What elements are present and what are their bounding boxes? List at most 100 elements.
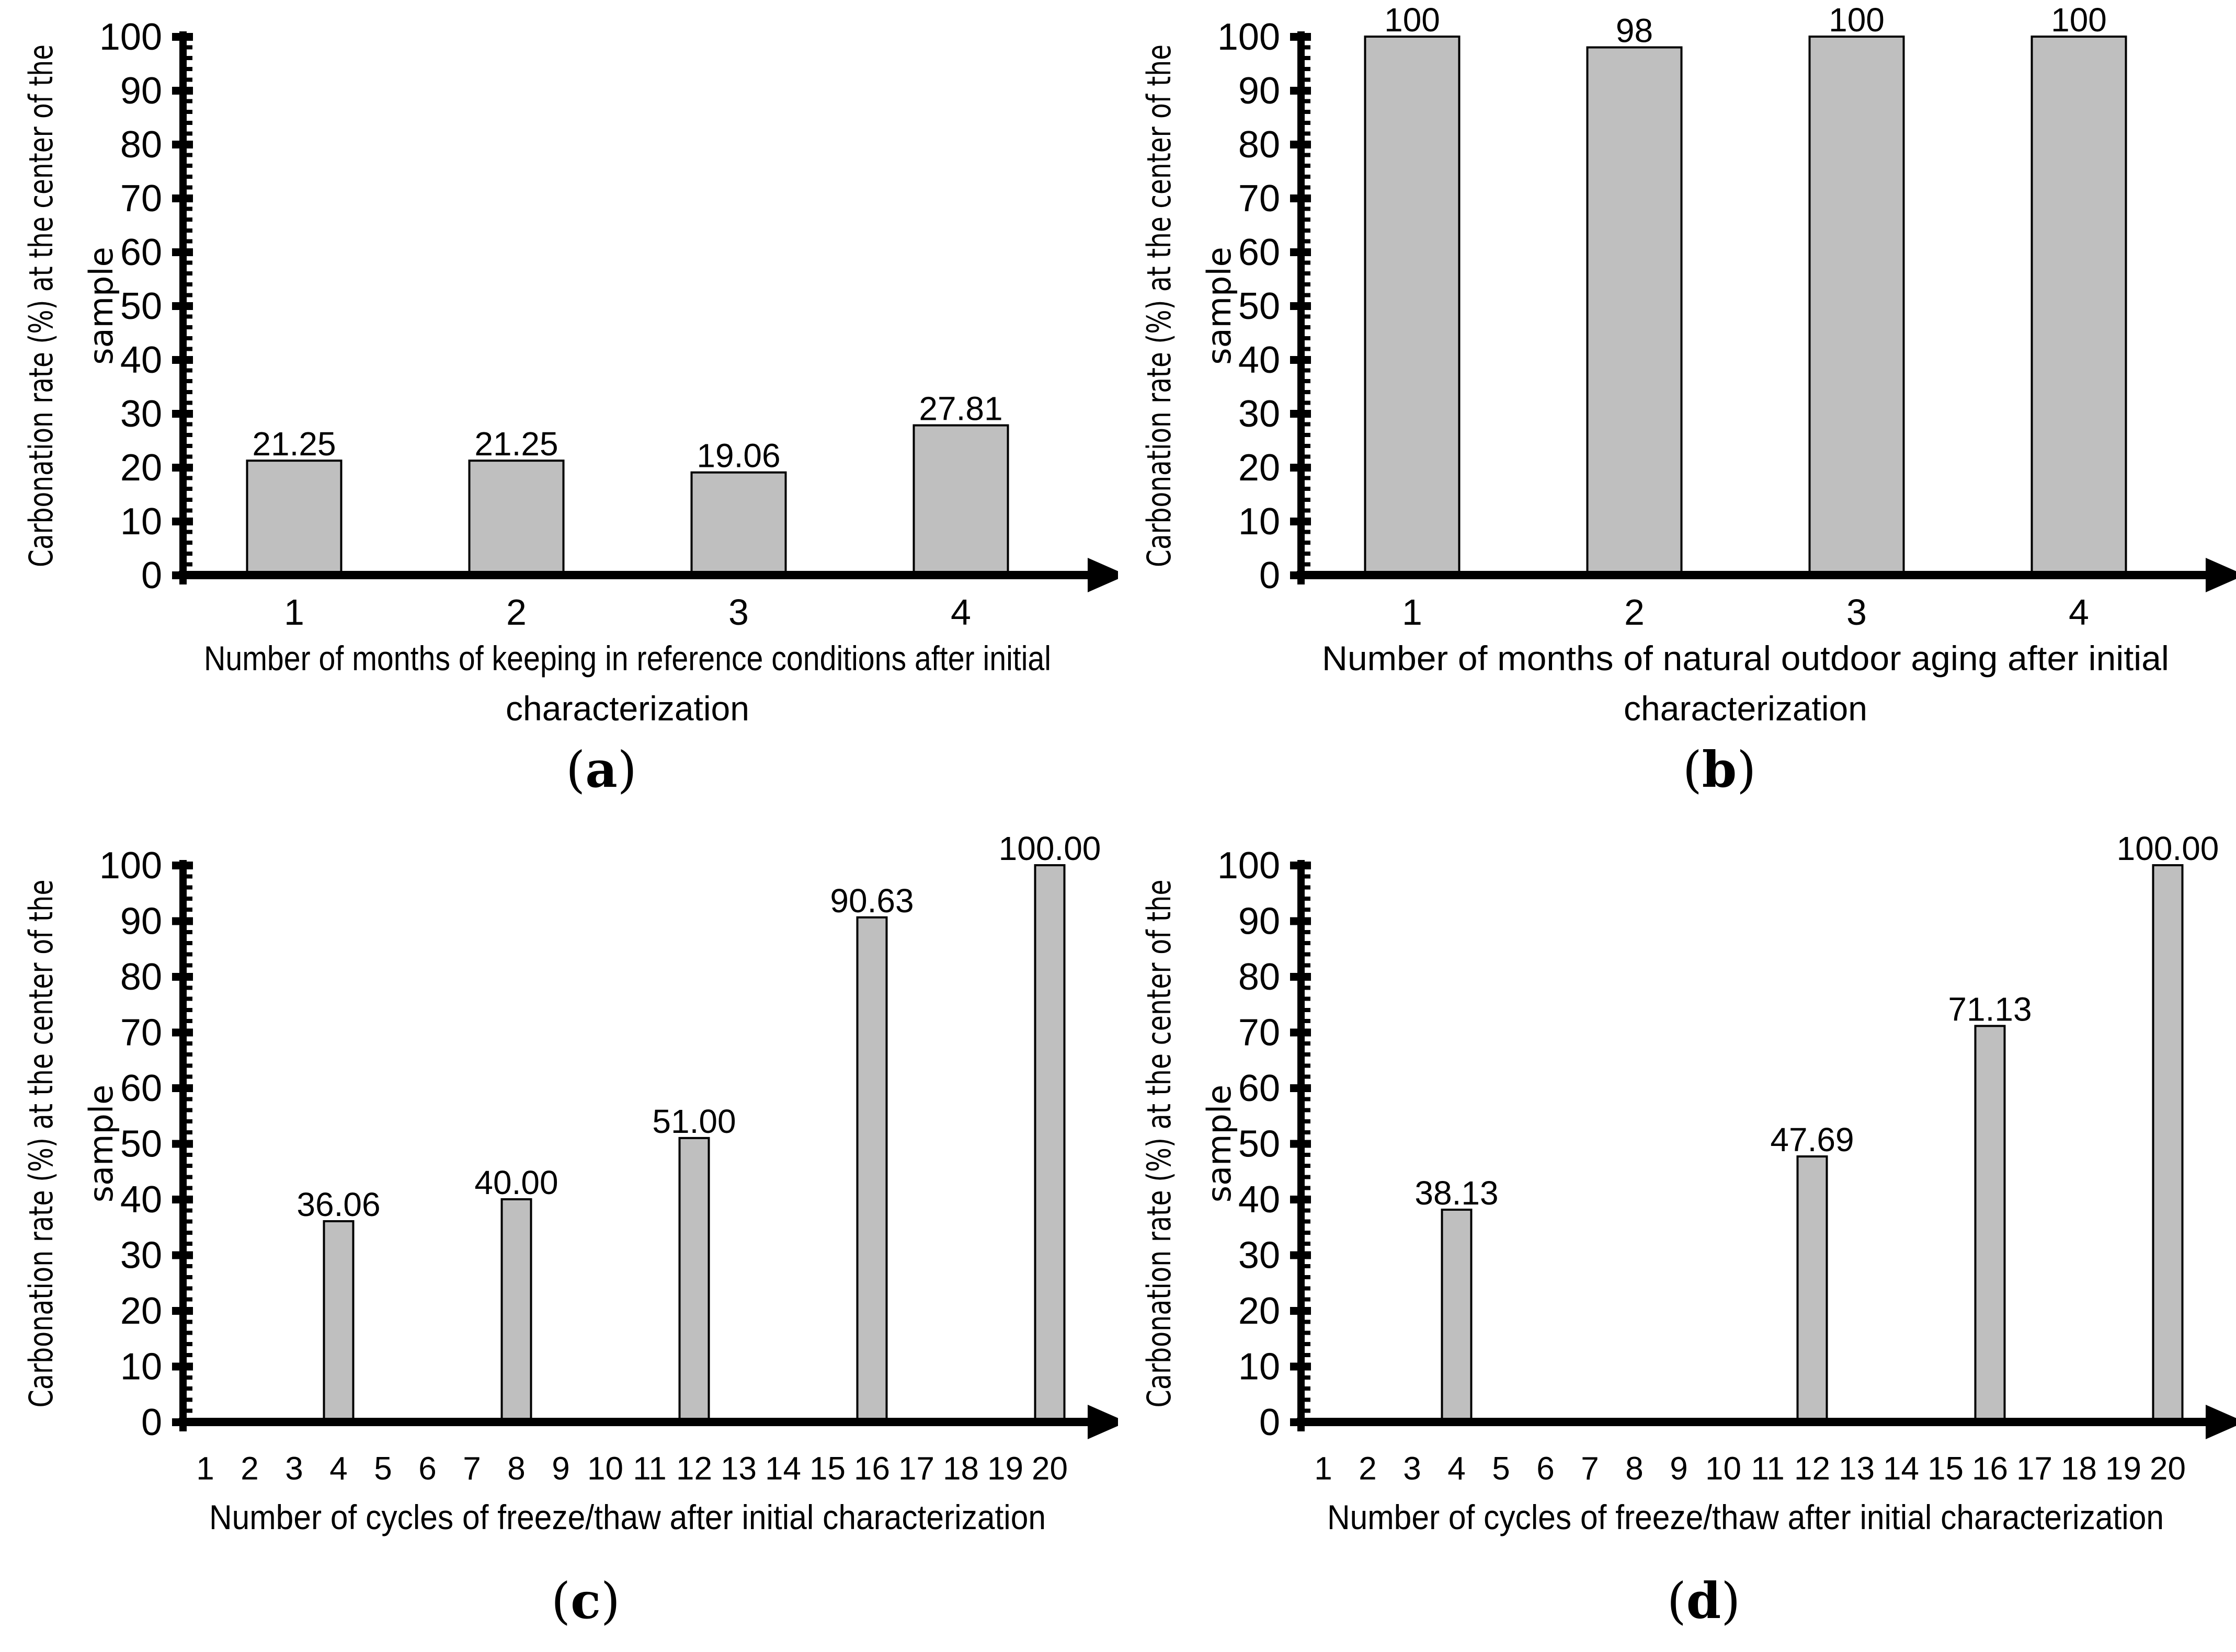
x-tick-label: 3 [1403, 1451, 1421, 1487]
x-tick-label: 18 [943, 1451, 979, 1487]
chart-caption: (d) [1667, 1572, 1741, 1630]
bar [468, 460, 565, 576]
caption-letter: c [571, 1572, 601, 1630]
y-minor-tick [1297, 293, 1310, 297]
y-major-tick [1290, 862, 1311, 869]
bar [678, 1137, 710, 1423]
caption-open: ( [1683, 741, 1702, 799]
y-tick-label: 100 [1217, 845, 1280, 887]
y-minor-tick [1297, 1063, 1310, 1068]
y-minor-tick [179, 368, 192, 373]
y-minor-tick [179, 217, 192, 222]
y-minor-tick [179, 1119, 192, 1123]
y-minor-tick [179, 336, 192, 340]
y-minor-tick [1297, 389, 1310, 394]
y-major-tick [1290, 1196, 1311, 1203]
caption-close: ) [1737, 741, 1756, 799]
y-minor-tick [1297, 174, 1310, 179]
y-minor-tick [1297, 1353, 1310, 1358]
bar-value-label: 27.81 [919, 390, 1002, 428]
y-tick-label: 20 [120, 447, 162, 489]
x-tick-label: 5 [1492, 1451, 1510, 1487]
y-minor-tick [1297, 1397, 1310, 1402]
y-minor-tick [179, 551, 192, 556]
x-tick-label: 18 [2061, 1451, 2097, 1487]
y-minor-tick [1297, 1041, 1310, 1046]
x-tick-label: 14 [1883, 1451, 1919, 1487]
y-minor-tick [179, 1242, 192, 1246]
x-axis-line [1297, 571, 2211, 579]
x-tick-label: 6 [418, 1451, 436, 1487]
y-minor-tick [179, 1019, 192, 1024]
y-minor-tick [1297, 1297, 1310, 1302]
y-minor-tick [1297, 1007, 1310, 1012]
y-tick-label: 90 [1238, 70, 1280, 112]
y-tick-label: 40 [120, 339, 162, 381]
y-tick-label: 80 [1238, 124, 1280, 166]
bar [1441, 1208, 1473, 1424]
x-tick-label: 4 [951, 592, 971, 633]
bar [323, 1220, 355, 1423]
y-minor-tick [1297, 530, 1310, 534]
y-tick-label: 80 [120, 956, 162, 998]
y-major-tick [172, 1362, 193, 1371]
y-minor-tick [179, 497, 192, 502]
bar [1974, 1025, 2006, 1423]
y-minor-tick [1297, 271, 1310, 276]
y-major-tick [1290, 302, 1311, 310]
y-minor-tick [1297, 45, 1310, 50]
y-major-tick [1290, 917, 1311, 925]
y-minor-tick [1297, 433, 1310, 438]
y-minor-tick [179, 476, 192, 480]
y-minor-tick [1297, 885, 1310, 890]
y-minor-tick [1297, 282, 1310, 286]
x-axis-arrow-icon [2206, 558, 2236, 592]
y-minor-tick [179, 400, 192, 405]
y-axis-title-line: sample [82, 1085, 120, 1202]
y-major-tick [1290, 1028, 1311, 1037]
y-minor-tick [179, 206, 192, 211]
y-minor-tick [179, 174, 192, 179]
y-tick-label: 60 [120, 232, 162, 273]
x-tick-label: 4 [1447, 1451, 1465, 1487]
y-tick-label: 100 [99, 16, 162, 58]
y-minor-tick [179, 347, 192, 351]
y-minor-tick [179, 1208, 192, 1213]
y-minor-tick [179, 110, 192, 114]
y-tick-label: 70 [1238, 1012, 1280, 1054]
y-major-tick [172, 1084, 193, 1092]
y-minor-tick [1297, 952, 1310, 957]
y-tick-label: 50 [120, 285, 162, 327]
x-axis-title-line: Number of months of keeping in reference… [204, 639, 1051, 678]
y-tick-label: 90 [120, 70, 162, 112]
y-minor-tick [1297, 1386, 1310, 1391]
y-minor-tick [1297, 896, 1310, 901]
y-major-tick [1290, 33, 1311, 41]
x-tick-label: 17 [2016, 1451, 2052, 1487]
y-minor-tick [179, 185, 192, 190]
y-minor-tick [179, 562, 192, 567]
bar-value-label: 100 [1829, 1, 1885, 39]
y-tick-label: 90 [120, 901, 162, 943]
x-tick-label: 3 [1846, 592, 1867, 633]
y-minor-tick [179, 99, 192, 104]
caption-letter: d [1686, 1572, 1721, 1630]
y-axis-title-line: Carbonation rate (%) at the center of th… [1140, 44, 1178, 567]
x-tick-label: 3 [285, 1451, 303, 1487]
y-major-tick [172, 1140, 193, 1148]
x-tick-label: 2 [241, 1451, 258, 1487]
bar-value-label: 71.13 [1948, 990, 2032, 1028]
y-major-tick [172, 248, 193, 256]
x-tick-label: 3 [728, 592, 749, 633]
y-major-tick [1290, 141, 1311, 148]
x-tick-label: 20 [1032, 1451, 1068, 1487]
x-tick-label: 15 [1927, 1451, 1964, 1487]
y-minor-tick [1297, 551, 1310, 556]
caption-open: ( [551, 1573, 571, 1630]
y-major-tick [1290, 194, 1311, 202]
y-tick-label: 0 [141, 555, 162, 596]
y-major-tick [172, 410, 193, 418]
y-tick-label: 0 [141, 1402, 162, 1443]
y-minor-tick [179, 443, 192, 448]
y-major-tick [172, 87, 193, 95]
